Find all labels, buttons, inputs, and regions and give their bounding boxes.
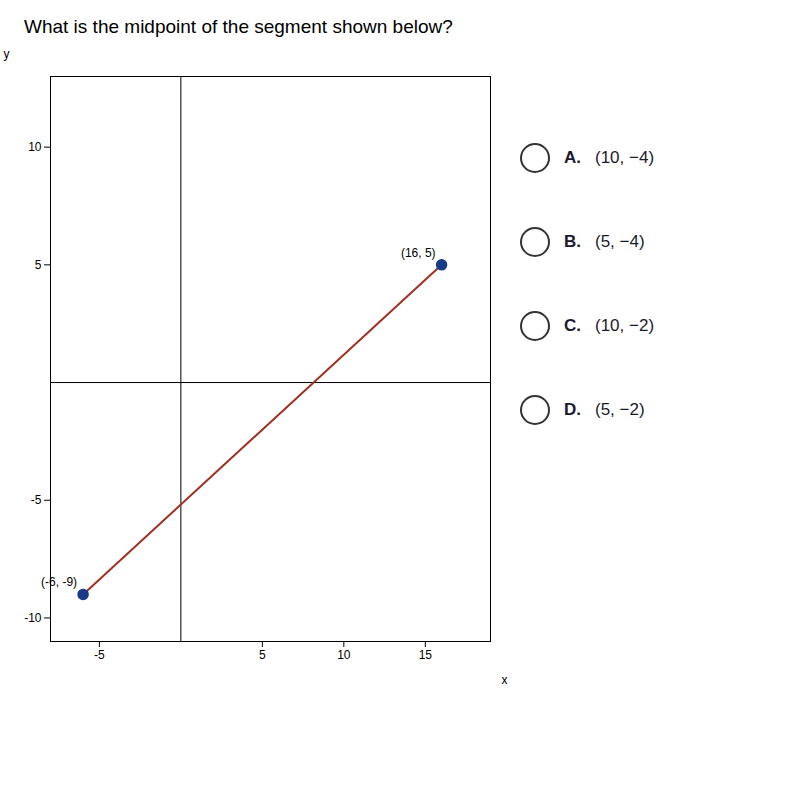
svg-text:5: 5: [259, 648, 266, 662]
html-text:(10, −2): (10, −2): [595, 316, 655, 335]
svg-text:x: x: [502, 673, 508, 687]
svg-text:-5: -5: [31, 493, 42, 507]
html-text:C.: C.: [564, 316, 581, 335]
html-text:What is the midpoint of the se: What is the midpoint of the segment show…: [24, 16, 453, 37]
svg-text:(-6, -9): (-6, -9): [41, 575, 77, 589]
svg-text:y: y: [4, 47, 10, 61]
html-text:(10, −4): (10, −4): [595, 148, 655, 167]
svg-text:5: 5: [35, 258, 42, 272]
svg-text:15: 15: [419, 648, 433, 662]
html-text:B.: B.: [564, 232, 581, 251]
svg-text:-5: -5: [94, 648, 105, 662]
html-text:(5, −2): (5, −2): [595, 400, 645, 419]
svg-text:-10: -10: [24, 611, 42, 625]
svg-text:10: 10: [28, 140, 42, 154]
html-text:D.: D.: [564, 400, 581, 419]
html-text:A.: A.: [564, 148, 581, 167]
svg-text:10: 10: [337, 648, 351, 662]
html-text:(5, −4): (5, −4): [595, 232, 645, 251]
svg-text:(16, 5): (16, 5): [401, 246, 436, 260]
